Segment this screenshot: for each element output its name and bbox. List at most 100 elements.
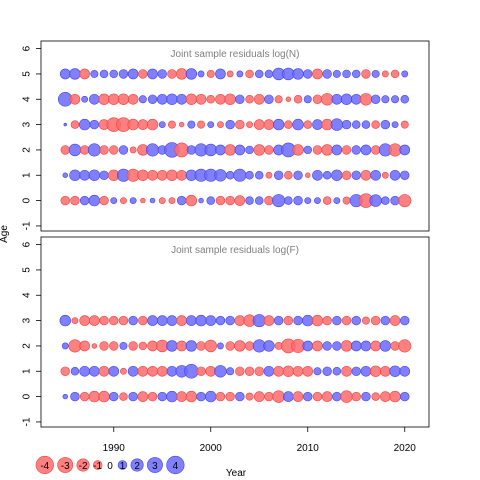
data-bubble: [88, 390, 101, 403]
data-bubble: [303, 391, 313, 402]
data-bubble: [178, 121, 185, 128]
x-tick-label: 2020: [394, 443, 417, 454]
data-bubble: [204, 143, 217, 157]
data-bubble: [253, 93, 265, 105]
data-bubble: [87, 143, 101, 157]
data-bubble: [312, 119, 323, 130]
data-bubble: [206, 196, 215, 205]
data-bubble: [225, 119, 235, 130]
data-bubble: [217, 342, 224, 350]
data-bubble: [128, 391, 138, 402]
data-bubble: [78, 118, 91, 131]
data-bubble: [264, 69, 274, 79]
data-bubble: [390, 195, 400, 206]
data-bubble: [60, 145, 70, 155]
data-bubble: [312, 340, 323, 352]
data-bubble: [381, 70, 389, 78]
plot-frame: [40, 236, 430, 428]
data-bubble: [79, 145, 90, 155]
data-bubble: [255, 196, 264, 205]
data-bubble: [351, 366, 361, 376]
data-bubble: [79, 365, 90, 377]
data-bubble: [99, 145, 109, 155]
data-bubble: [322, 69, 332, 79]
data-bubble: [109, 315, 119, 326]
data-bubble: [224, 144, 236, 156]
data-bubble: [321, 144, 333, 156]
data-bubble: [166, 315, 178, 326]
data-bubble: [391, 95, 400, 104]
data-bubble: [168, 197, 176, 205]
data-bubble: [330, 118, 344, 131]
data-bubble: [389, 390, 401, 403]
data-bubble: [253, 144, 265, 156]
data-bubble: [253, 119, 265, 130]
data-bubble: [332, 391, 342, 402]
data-bubble: [263, 119, 275, 130]
data-bubble: [88, 194, 101, 207]
data-bubble: [109, 69, 118, 79]
data-bubble: [292, 365, 304, 377]
data-bubble: [398, 339, 412, 353]
data-bubble: [186, 145, 197, 155]
data-bubble: [293, 315, 303, 326]
data-bubble: [198, 197, 204, 204]
data-bubble: [128, 341, 138, 351]
data-bubble: [137, 365, 149, 377]
data-bubble: [118, 315, 129, 326]
data-bubble: [283, 315, 294, 326]
data-bubble: [138, 69, 148, 79]
data-bubble: [272, 118, 285, 131]
data-bubble: [196, 366, 206, 376]
data-bubble: [282, 365, 295, 377]
data-bubble: [361, 391, 371, 402]
data-bubble: [312, 145, 323, 155]
data-bubble: [196, 341, 206, 351]
data-bubble: [176, 391, 187, 402]
data-bubble: [391, 121, 399, 129]
data-bubble: [235, 366, 245, 376]
data-bubble: [360, 144, 372, 156]
data-bubble: [226, 367, 235, 376]
y-tick-label: 0: [22, 393, 33, 399]
data-bubble: [109, 145, 119, 155]
data-bubble: [185, 390, 198, 403]
data-bubble: [340, 93, 353, 105]
data-bubble: [400, 170, 410, 180]
data-bubble: [166, 340, 178, 352]
data-bubble: [138, 95, 147, 104]
y-tick-label: 3: [22, 121, 33, 127]
data-bubble: [305, 172, 311, 178]
data-bubble: [351, 315, 361, 326]
data-bubble: [79, 340, 90, 352]
data-bubble: [147, 68, 158, 80]
data-bubble: [70, 120, 80, 129]
y-tick-label: 1: [22, 368, 33, 374]
data-bubble: [204, 339, 217, 353]
data-bubble: [215, 391, 226, 402]
data-bubble: [88, 169, 101, 181]
data-bubble: [304, 197, 312, 205]
data-bubble: [285, 96, 292, 102]
data-bubble: [70, 367, 80, 376]
data-bubble: [272, 390, 285, 403]
data-bubble: [245, 95, 254, 104]
data-bubble: [225, 315, 235, 326]
data-bubble: [312, 94, 323, 104]
data-bubble: [302, 340, 314, 352]
data-bubble: [234, 340, 246, 352]
x-tick-label: 1990: [103, 443, 126, 454]
x-axis-title: Year: [226, 468, 247, 479]
data-bubble: [265, 171, 273, 179]
data-bubble: [361, 69, 371, 79]
data-bubble: [79, 195, 90, 206]
legend-label: -3: [61, 461, 70, 472]
legend-label: 2: [134, 461, 140, 472]
data-bubble: [234, 144, 246, 156]
data-bubble: [245, 171, 254, 180]
data-bubble: [146, 143, 160, 157]
data-bubble: [118, 145, 129, 155]
data-bubble: [233, 168, 247, 182]
x-tick-label: 2010: [297, 443, 320, 454]
